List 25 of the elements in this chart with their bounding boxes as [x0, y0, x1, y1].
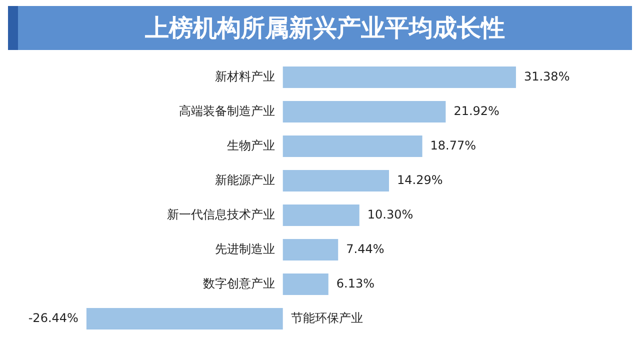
chart-title: 上榜机构所属新兴产业平均成长性 [8, 6, 632, 50]
y-tick-label: 生物产业 [226, 138, 275, 152]
data-label: 14.29% [397, 172, 443, 187]
bar [282, 239, 338, 260]
bar [282, 170, 390, 192]
data-label: 7.44% [346, 242, 384, 256]
y-tick-label: 数字创意产业 [202, 276, 275, 290]
y-tick-label: 新能源产业 [214, 172, 275, 187]
data-label: 21.92% [454, 104, 500, 118]
y-tick-label: 先进制造业 [214, 242, 275, 256]
bar [282, 136, 422, 157]
y-tick-label: 节能环保产业 [290, 310, 363, 325]
data-label: 31.38% [524, 69, 570, 84]
data-label: 6.13% [336, 276, 375, 290]
data-label: -26.44% [28, 310, 78, 325]
y-tick-label: 高端装备制造产业 [178, 104, 275, 118]
data-label: 18.77% [430, 138, 476, 152]
y-tick-label: 新一代信息技术产业 [166, 207, 275, 222]
bar [282, 101, 446, 122]
data-label: 10.30% [367, 207, 414, 222]
bar [282, 204, 360, 226]
y-tick-label: 新材料产业 [214, 69, 275, 84]
bar [282, 274, 328, 295]
bar [282, 66, 516, 88]
bar [86, 308, 283, 330]
